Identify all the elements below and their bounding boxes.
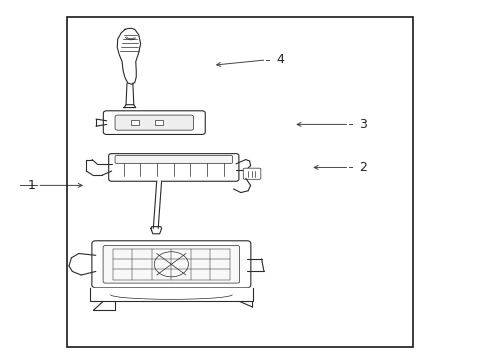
Bar — [131, 120, 139, 126]
Polygon shape — [151, 226, 161, 234]
Text: 3: 3 — [358, 118, 366, 131]
Polygon shape — [90, 288, 252, 301]
FancyBboxPatch shape — [108, 154, 239, 181]
Polygon shape — [153, 181, 161, 228]
Bar — [155, 120, 163, 126]
Bar — [66, 17, 412, 347]
Text: 2: 2 — [358, 161, 366, 174]
FancyBboxPatch shape — [115, 115, 193, 130]
Polygon shape — [117, 28, 141, 84]
Text: 4: 4 — [276, 53, 284, 66]
Text: 1: 1 — [27, 179, 35, 192]
FancyBboxPatch shape — [243, 168, 260, 179]
FancyBboxPatch shape — [115, 156, 232, 163]
FancyBboxPatch shape — [103, 246, 239, 283]
Polygon shape — [124, 105, 136, 108]
FancyBboxPatch shape — [103, 111, 205, 134]
FancyBboxPatch shape — [92, 241, 250, 288]
